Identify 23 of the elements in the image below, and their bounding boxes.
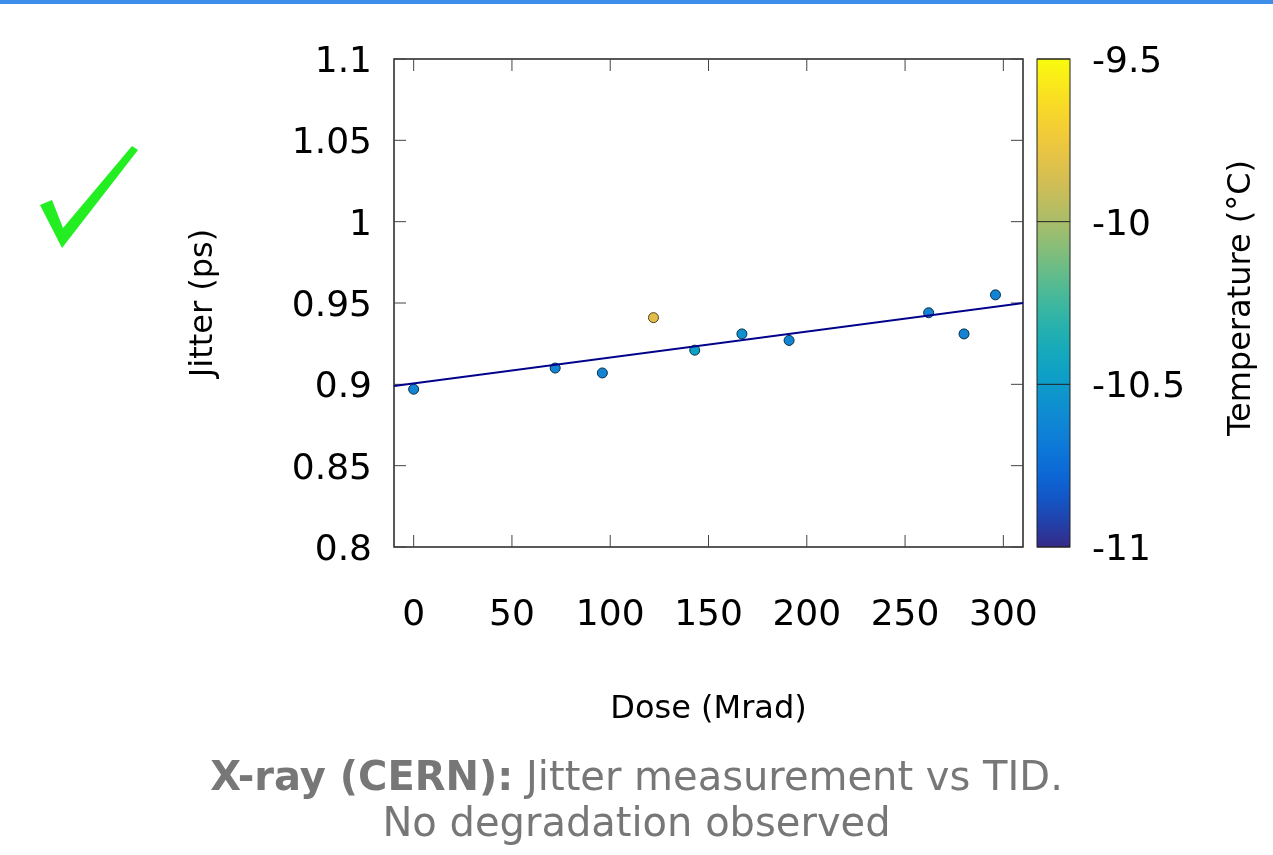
y-tick-label: 1 [349, 201, 372, 243]
color-bar-label: -11 [1092, 527, 1151, 568]
x-tick-label: 150 [674, 592, 743, 633]
text: No degradation observed [382, 799, 891, 845]
y-axis-title: Jitter (ps) [182, 228, 220, 380]
y-tick-label: 1.05 [291, 120, 372, 162]
y-tick-label: 0.95 [291, 283, 372, 324]
y-tick-label: 0.8 [314, 527, 372, 568]
text: X-ray (CERN): Jitter measurement vs TID. [210, 753, 1063, 799]
x-tick-label: 200 [772, 592, 842, 633]
x-tick-label: 250 [870, 592, 940, 633]
x-tick-label: 300 [968, 592, 1038, 633]
x-tick-label: 100 [575, 592, 645, 633]
y-tick-label: 0.9 [314, 364, 372, 406]
color-bar-label: -10.5 [1092, 364, 1186, 406]
y-tick-label: 1.1 [314, 39, 372, 80]
color-bar-title: Temperature (°C) [1220, 159, 1258, 438]
x-axis-title: Dose (Mrad) [610, 688, 807, 726]
color-bar-label: -10 [1092, 201, 1151, 243]
x-tick-label: 50 [489, 592, 535, 633]
color-bar-label: -9.5 [1092, 39, 1163, 80]
y-tick-label: 0.85 [291, 445, 372, 487]
x-tick-label: 0 [402, 592, 426, 633]
